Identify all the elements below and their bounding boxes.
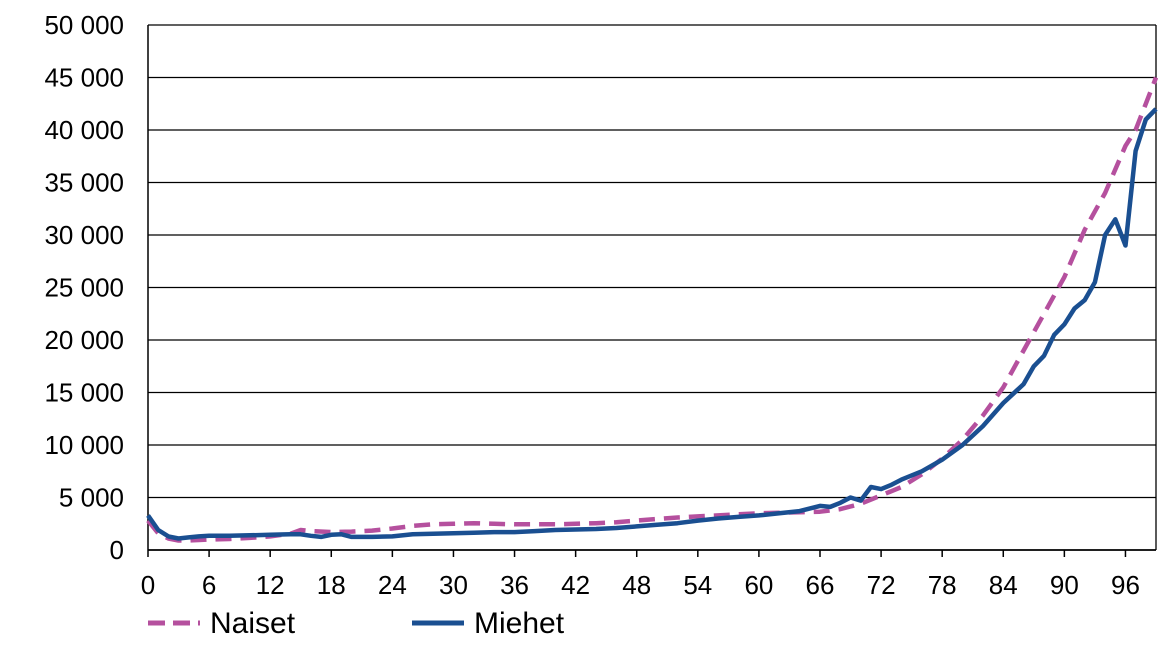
x-tick-label: 54: [683, 570, 712, 600]
y-tick-label: 50 000: [44, 10, 124, 40]
series-line-naiset: [146, 76, 1158, 543]
y-tick-label: 40 000: [44, 115, 124, 145]
y-tick-label: 35 000: [44, 168, 124, 198]
y-tick-label: 15 000: [44, 378, 124, 408]
legend-item-miehet: Miehet: [412, 607, 565, 640]
x-tick-label: 30: [439, 570, 468, 600]
y-tick-label: 10 000: [44, 430, 124, 460]
x-tick-label: 42: [561, 570, 590, 600]
legend-label-naiset: Naiset: [210, 607, 296, 640]
y-axis-tick-labels: 0 5 000 10 000 15 000 20 000 25 000 30 000 35 0…: [44, 10, 124, 565]
data-series: [146, 76, 1158, 543]
y-tick-label: 25 000: [44, 273, 124, 303]
y-tick-label: 30 000: [44, 220, 124, 250]
x-tick-label: 6: [202, 570, 216, 600]
x-tick-label: 36: [500, 570, 529, 600]
y-tick-label: 20 000: [44, 325, 124, 355]
x-tick-label: 96: [1111, 570, 1140, 600]
x-tick-label: 48: [622, 570, 651, 600]
legend: Naiset Miehet: [148, 607, 565, 640]
x-tick-label: 78: [928, 570, 957, 600]
series-line-miehet: [146, 107, 1158, 541]
y-tick-label: 0: [110, 535, 124, 565]
x-tick-label: 18: [317, 570, 346, 600]
y-tick-label: 5 000: [59, 483, 124, 513]
x-tick-label: 66: [806, 570, 835, 600]
axes: [147, 25, 1157, 557]
x-tick-label: 0: [141, 570, 155, 600]
x-axis-tick-labels: 0 6 12 18 24 30 36 42 48 54 60 66 72 78 84 90 96: [141, 570, 1140, 600]
x-tick-label: 12: [256, 570, 285, 600]
x-tick-label: 24: [378, 570, 407, 600]
grid-lines: [148, 24, 1156, 499]
x-tick-label: 60: [744, 570, 773, 600]
x-tick-label: 84: [989, 570, 1018, 600]
y-tick-label: 45 000: [44, 63, 124, 93]
legend-label-miehet: Miehet: [474, 607, 565, 640]
legend-item-naiset: Naiset: [148, 607, 296, 640]
x-tick-label: 72: [867, 570, 896, 600]
x-tick-label: 90: [1050, 570, 1079, 600]
